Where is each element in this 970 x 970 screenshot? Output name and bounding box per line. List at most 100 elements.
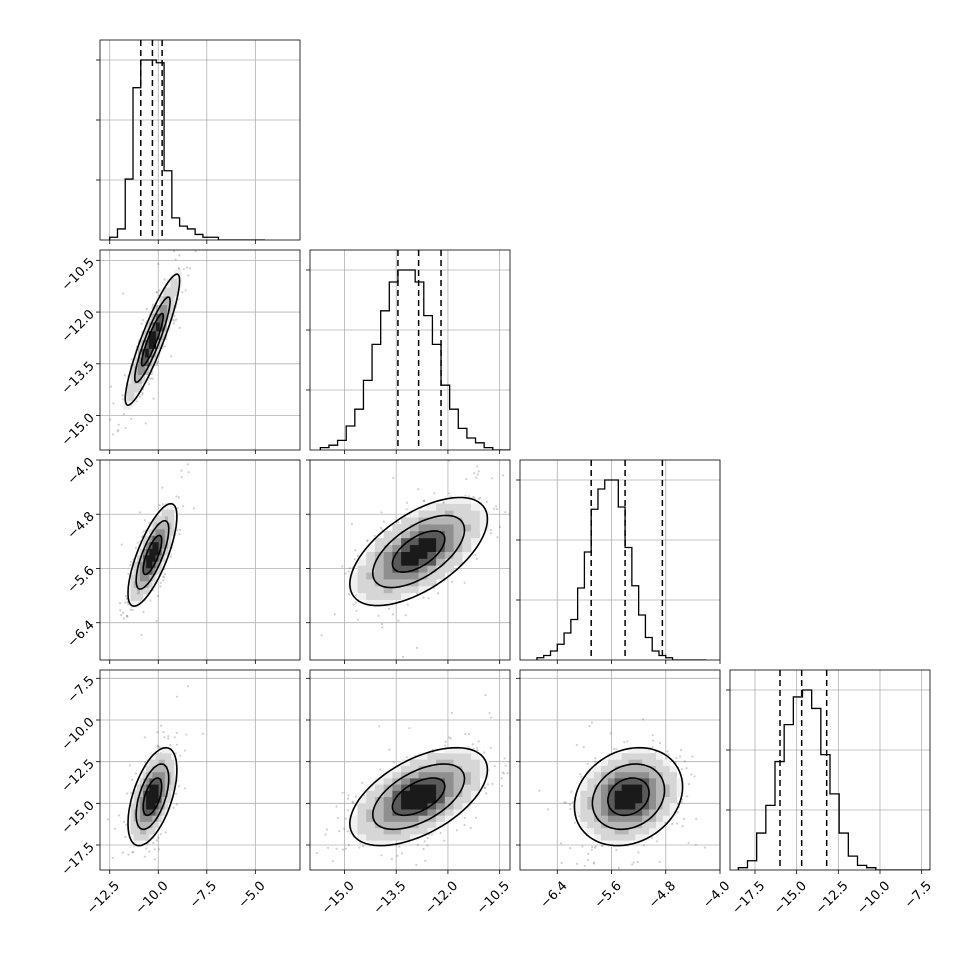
density-cell <box>136 784 141 791</box>
density-cell <box>649 815 657 822</box>
density-cell <box>462 524 472 532</box>
density-cell <box>642 815 650 822</box>
scatter-point <box>397 521 400 524</box>
density-cell <box>444 746 454 754</box>
density-cell <box>401 790 411 797</box>
density-cell <box>409 778 419 785</box>
density-cell <box>649 753 657 760</box>
scatter-point <box>157 836 160 839</box>
scatter-point <box>500 777 503 780</box>
scatter-point <box>676 822 679 825</box>
density-cell <box>401 778 411 785</box>
density-cell <box>140 802 144 810</box>
scatter-point <box>433 492 436 495</box>
density-cell <box>601 796 609 804</box>
density-cell <box>418 565 428 573</box>
scatter-point <box>641 718 645 721</box>
density-cell <box>143 580 147 588</box>
scatter-point <box>355 609 358 612</box>
density-cell <box>140 587 144 595</box>
scatter-point <box>626 740 629 743</box>
scatter-point <box>490 716 493 719</box>
density-cell <box>159 296 164 306</box>
density-cell <box>580 790 588 797</box>
density-cell <box>130 809 135 816</box>
density-cell <box>635 802 643 810</box>
density-cell <box>409 834 419 841</box>
density-cell <box>366 558 376 566</box>
scatter-point <box>176 695 179 698</box>
density-cell <box>642 778 650 785</box>
density-cell <box>642 753 650 760</box>
density-cell <box>462 796 472 804</box>
density-cell <box>168 771 172 779</box>
density-cell <box>158 753 163 760</box>
scatter-point <box>380 854 383 857</box>
scatter-point <box>116 430 119 433</box>
scatter-point <box>564 765 566 767</box>
density-cell <box>436 790 446 797</box>
density-cell <box>418 809 428 816</box>
density-cell <box>635 784 643 791</box>
density-cell <box>143 802 147 810</box>
density-cell <box>427 579 437 587</box>
scatter-point <box>679 755 682 758</box>
density-cell <box>130 815 135 822</box>
marginal-panel-2 <box>516 459 721 664</box>
scatter-point <box>472 495 475 498</box>
scatter-point <box>658 860 661 864</box>
scatter-point <box>444 740 447 743</box>
density-cell <box>453 510 463 518</box>
pair-panel-3-2 <box>516 669 721 874</box>
scatter-point <box>333 613 336 616</box>
panel-frame <box>309 459 511 661</box>
density-cell <box>444 558 454 566</box>
scatter-point <box>451 580 454 584</box>
density-cell <box>155 784 159 791</box>
density-cell <box>621 778 629 785</box>
density-cell <box>383 572 393 580</box>
scatter-point <box>683 817 686 821</box>
x-tick-label: −12.0 <box>422 879 461 918</box>
density-cell <box>155 771 159 779</box>
scatter-point <box>184 787 187 790</box>
scatter-point <box>609 732 612 735</box>
density-cell <box>427 544 437 552</box>
density-cell <box>436 572 446 580</box>
density-cell <box>401 802 411 810</box>
x-tick-label: −4.8 <box>646 879 679 912</box>
scatter-point <box>167 735 170 738</box>
density-cell <box>601 834 609 841</box>
density-cell <box>136 594 141 601</box>
density-cell <box>594 834 602 841</box>
scatter-point <box>498 525 502 529</box>
density-cell <box>145 348 150 358</box>
marginal-panel-3 <box>726 669 931 874</box>
scatter-point <box>141 535 144 538</box>
density-cell <box>462 517 472 525</box>
density-cell <box>149 765 153 773</box>
scatter-point <box>476 473 479 476</box>
density-cell <box>140 809 144 816</box>
x-tick-label: −15.0 <box>771 879 810 918</box>
scatter-point <box>352 801 355 804</box>
density-cell <box>436 565 446 573</box>
density-cell <box>383 827 393 835</box>
scatter-point <box>140 633 143 637</box>
density-cell <box>163 313 168 323</box>
density-cell <box>607 809 616 816</box>
density-cell <box>635 809 643 816</box>
density-cell <box>143 834 147 841</box>
density-cell <box>170 296 175 306</box>
density-cell <box>161 509 166 517</box>
density-cell <box>401 821 411 829</box>
density-cell <box>141 365 146 375</box>
density-cell <box>427 784 437 791</box>
density-cell <box>161 541 166 549</box>
density-cell <box>164 746 169 754</box>
density-cell <box>607 778 616 785</box>
density-cell <box>158 541 163 549</box>
scatter-point <box>344 817 347 820</box>
density-cell <box>155 515 159 523</box>
density-cell <box>392 558 402 566</box>
